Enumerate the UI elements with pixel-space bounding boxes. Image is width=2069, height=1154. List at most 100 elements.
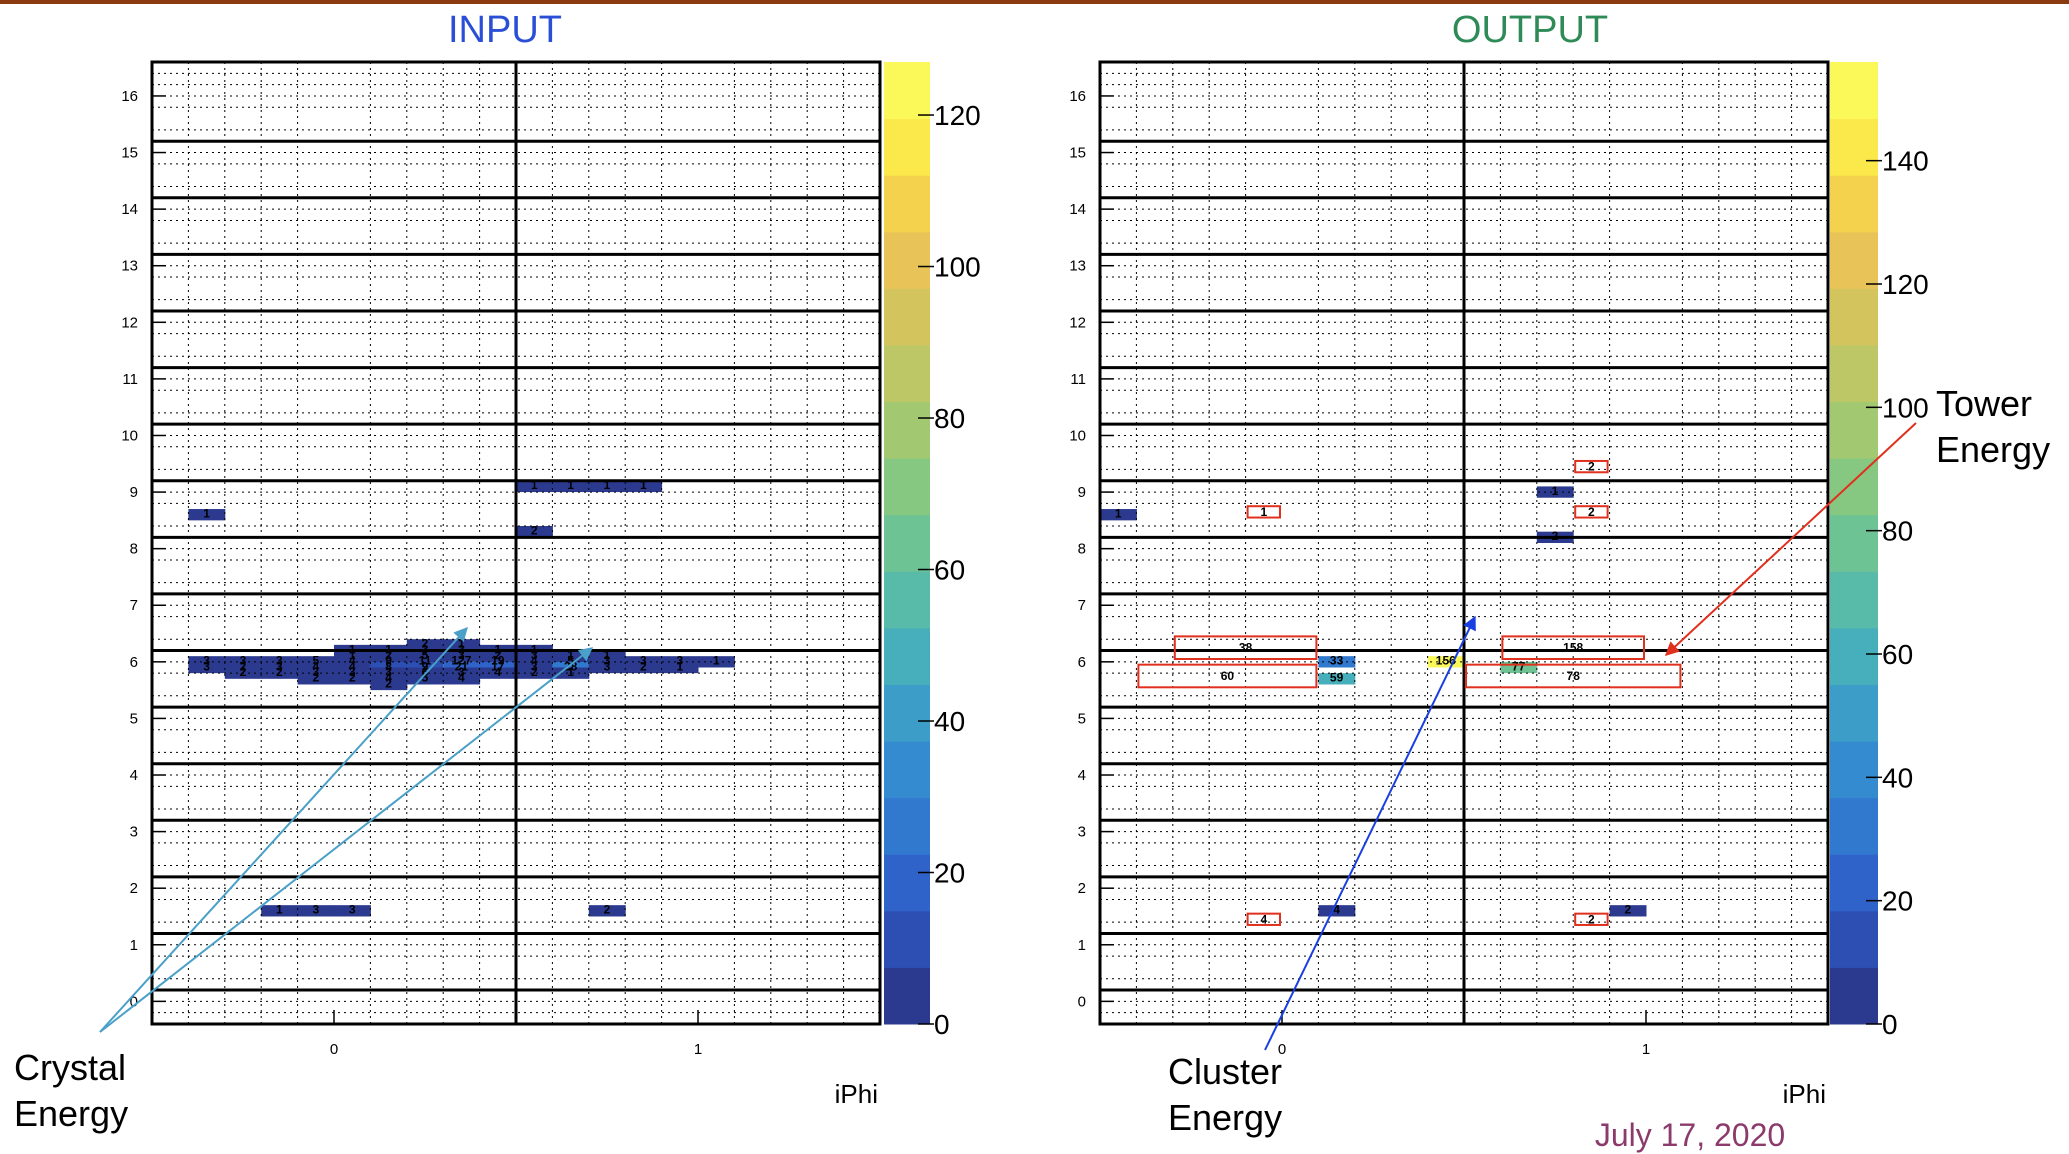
heatmap-cell <box>443 673 481 685</box>
cell-value: 1 <box>203 507 210 521</box>
y-tick-label: 8 <box>1078 541 1086 558</box>
y-tick-label: 5 <box>1078 710 1086 727</box>
colorbar: 0 20 40 60 80 100 120 <box>884 62 981 1040</box>
cell-value: 1 <box>531 642 538 656</box>
tower-box <box>1246 912 1281 926</box>
cell-value: 1 <box>604 478 611 492</box>
heatmap-cell <box>552 667 590 679</box>
heatmap-cell <box>406 661 444 674</box>
colorbar-segment <box>884 118 930 176</box>
y-tick-label: 1 <box>130 937 138 954</box>
colorbar-segment <box>1830 175 1878 233</box>
tower-value: 60 <box>1221 669 1235 683</box>
colorbar-segment <box>884 344 930 403</box>
cell-value: 4 <box>349 659 356 673</box>
cell-value: 2 <box>531 524 538 538</box>
cell-value: 5 <box>567 654 574 668</box>
cell-value: 3 <box>604 659 611 673</box>
cell-value: 4 <box>494 665 501 679</box>
cell-value: 4 <box>312 659 319 673</box>
plot-frame <box>150 60 882 1026</box>
heatmap-cell <box>297 905 335 917</box>
heatmap-cell <box>370 678 408 691</box>
y-tick-label: 7 <box>130 597 138 614</box>
heatmap-cell <box>334 673 371 685</box>
colorbar-segment <box>884 627 930 685</box>
cell-value: 3 <box>422 642 429 656</box>
colorbar-segment <box>1830 741 1878 799</box>
cell-value: 3 <box>312 665 319 679</box>
colorbar: 0 20 40 60 80 100 120 140 <box>1830 62 1929 1040</box>
y-tick-label: 4 <box>130 767 138 784</box>
colorbar-label: 80 <box>1882 516 1913 547</box>
colorbar-segment <box>1830 854 1878 912</box>
y-tick-label: 7 <box>1078 597 1086 614</box>
heatmap-cell <box>406 673 444 685</box>
y-tick-label: 0 <box>130 993 138 1010</box>
y-tick-label: 14 <box>1069 201 1086 218</box>
heatmap-cell <box>661 661 699 674</box>
cell-value: 1 <box>1115 507 1122 521</box>
cell-value: 3 <box>458 648 465 662</box>
colorbar-label: 60 <box>934 555 965 586</box>
colorbar-segment <box>884 797 930 855</box>
cell-value: 1 <box>385 642 392 656</box>
colorbar-label: 140 <box>1882 146 1929 177</box>
y-tick-label: 10 <box>1069 427 1086 444</box>
cell-value: 19 <box>491 654 505 668</box>
y-tick-label: 13 <box>1069 258 1086 275</box>
y-tick-label: 2 <box>1078 880 1086 897</box>
date-label: July 17, 2020 <box>1595 1117 1785 1153</box>
cell-value: 1 <box>604 648 611 662</box>
tower-box <box>1574 505 1609 519</box>
y-tick-label: 11 <box>1070 371 1086 388</box>
cell-value: 1 <box>276 903 283 917</box>
cell-value: 4 <box>531 654 538 668</box>
heatmap-cell <box>224 661 262 674</box>
cell-value: 1 <box>494 642 501 656</box>
heatmap-cell <box>588 661 626 674</box>
heatmap-cell <box>370 661 408 674</box>
cell-value: 2 <box>604 903 611 917</box>
crystal-energy-label-line2: Energy <box>14 1093 128 1134</box>
tower-value: 4 <box>1260 912 1267 926</box>
annotation-arrows <box>99 422 1917 1051</box>
cell-value: 5 <box>422 648 429 662</box>
y-tick-label: 1 <box>1078 937 1086 954</box>
colorbar-segment <box>884 571 930 629</box>
heatmap-cell <box>516 480 553 493</box>
tower-energy-label-line1: Tower <box>1936 383 2032 424</box>
cell-value: 3 <box>604 654 611 668</box>
colorbar-label: 80 <box>934 403 965 434</box>
cell-value: 2 <box>385 676 392 690</box>
tower-value: 1 <box>1260 505 1267 519</box>
heatmap-cell <box>443 661 481 674</box>
tower-box <box>1465 663 1682 689</box>
heatmap-cell <box>261 661 299 674</box>
output-chart-title: OUTPUT <box>1452 9 1608 51</box>
cell-value: 8 <box>385 659 392 673</box>
heatmap-cell <box>406 639 444 651</box>
x-tick-label: 0 <box>1278 1041 1286 1058</box>
heatmap-cell <box>1500 661 1538 674</box>
cell-value: 2 <box>312 671 319 685</box>
cell-value: 2 <box>494 648 501 662</box>
y-tick-label: 12 <box>121 314 138 331</box>
heatmap-cell <box>1318 673 1356 685</box>
y-tick-label: 4 <box>1078 767 1086 784</box>
cell-value: 2 <box>422 637 429 651</box>
heatmap-cell <box>588 650 626 662</box>
y-tick-label: 3 <box>1078 824 1086 841</box>
y-tick-label: 6 <box>130 654 138 671</box>
cell-value: 6 <box>422 665 429 679</box>
cell-value: 1 <box>567 478 574 492</box>
y-tick-label: 11 <box>122 371 138 388</box>
cell-value: 77 <box>1512 659 1526 673</box>
colorbar-segment <box>884 175 930 233</box>
cell-value: 3 <box>276 654 283 668</box>
heatmap-cell <box>552 650 590 662</box>
x-tick-label: 0 <box>330 1041 338 1058</box>
colorbar-segment <box>1830 627 1878 685</box>
colorbar-segment <box>1830 231 1878 289</box>
